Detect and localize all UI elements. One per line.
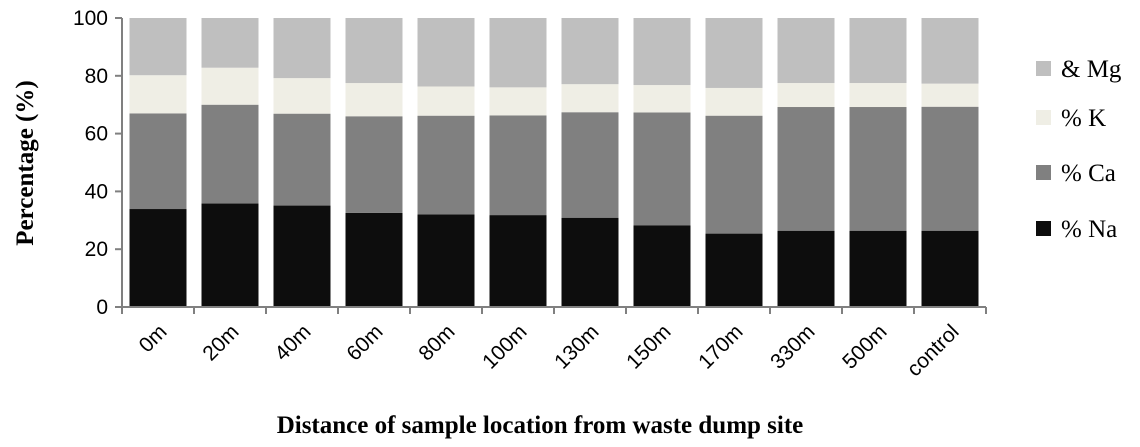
y-tick-label: 20 xyxy=(85,238,108,261)
x-tick-label: 20m xyxy=(198,320,243,365)
x-tick-label: 150m xyxy=(622,320,675,373)
bar-segment-ca-10 xyxy=(849,107,907,231)
x-tick-label: control xyxy=(903,320,964,381)
y-tick-label: 80 xyxy=(85,65,108,88)
y-axis-title: Percentage (%) xyxy=(12,80,39,245)
x-tick-label: 130m xyxy=(550,320,603,373)
bar-segment-k-6 xyxy=(561,84,619,113)
legend-swatch xyxy=(1036,165,1051,180)
bar-segment-k-1 xyxy=(201,67,259,105)
bar-segment-k-10 xyxy=(849,83,907,108)
legend-label: & Mg xyxy=(1061,56,1122,83)
bar-segment-ca-2 xyxy=(273,113,331,206)
legend-swatch xyxy=(1036,110,1051,125)
x-tick-label: 80m xyxy=(414,320,459,365)
bar-segment-ca-5 xyxy=(489,115,547,216)
bar-segment-ca-1 xyxy=(201,104,259,204)
bar-segment-k-9 xyxy=(777,83,835,108)
bar-segment-na-5 xyxy=(489,215,547,307)
x-tick-label: 100m xyxy=(478,320,531,373)
bar-segment-mg-0 xyxy=(129,18,187,76)
bar-segment-k-4 xyxy=(417,86,475,116)
x-tick-label: 0m xyxy=(135,320,172,357)
bar-segment-mg-7 xyxy=(633,18,691,86)
x-tick-label: 60m xyxy=(342,320,387,365)
x-axis-title: Distance of sample location from waste d… xyxy=(277,412,804,439)
bar-segment-na-6 xyxy=(561,217,619,307)
bar-segment-na-9 xyxy=(777,230,835,307)
bar-segment-mg-10 xyxy=(849,18,907,84)
y-tick-label: 40 xyxy=(85,180,108,203)
bar-segment-na-3 xyxy=(345,212,403,307)
x-axis: 0m 20m 40m 60m 80m 100m 130m 150m 170m 330m 500m co… xyxy=(121,306,987,381)
x-tick-label: 40m xyxy=(270,320,315,365)
bar-segment-ca-9 xyxy=(777,107,835,231)
bar-segment-k-7 xyxy=(633,85,691,113)
bar-segment-mg-3 xyxy=(345,18,403,84)
x-tick-label: 500m xyxy=(838,320,891,373)
bar-segment-ca-4 xyxy=(417,115,475,215)
bar-segment-mg-2 xyxy=(273,18,331,79)
y-tick-label: 0 xyxy=(96,296,108,319)
bar-segment-ca-3 xyxy=(345,116,403,213)
bar-segment-mg-5 xyxy=(489,18,547,88)
bar-segment-mg-11 xyxy=(921,18,979,84)
bar-segment-mg-9 xyxy=(777,18,835,84)
bar-segment-na-8 xyxy=(705,233,763,307)
bar-segment-ca-0 xyxy=(129,113,187,210)
x-tick-label: 330m xyxy=(766,320,819,373)
bar-segment-na-4 xyxy=(417,214,475,307)
bar-segment-k-3 xyxy=(345,83,403,117)
bar-segment-ca-11 xyxy=(921,106,979,231)
bar-segment-ca-7 xyxy=(633,112,691,226)
bar-segment-mg-4 xyxy=(417,18,475,87)
legend-label: % K xyxy=(1061,105,1106,132)
legend-swatch xyxy=(1036,221,1051,236)
bar-segment-k-0 xyxy=(129,75,187,114)
legend: & Mg % K % Ca % Na xyxy=(1036,56,1122,243)
bar-segment-mg-1 xyxy=(201,18,259,68)
bar-segment-k-5 xyxy=(489,87,547,116)
bar-segment-mg-6 xyxy=(561,18,619,85)
y-axis: 0 20 40 60 80 100 xyxy=(73,7,123,319)
y-tick-label: 60 xyxy=(85,123,108,146)
bar-segment-na-10 xyxy=(849,230,907,307)
y-tick-label: 100 xyxy=(73,7,108,30)
legend-swatch xyxy=(1036,61,1051,76)
bar-segment-na-7 xyxy=(633,225,691,307)
bar-segment-k-2 xyxy=(273,78,331,114)
legend-label: % Na xyxy=(1061,216,1117,243)
bar-segment-na-1 xyxy=(201,203,259,307)
bar-segment-na-11 xyxy=(921,230,979,307)
bar-segment-mg-8 xyxy=(705,18,763,88)
legend-label: % Ca xyxy=(1061,160,1116,187)
bar-segment-ca-6 xyxy=(561,112,619,218)
x-tick-label: 170m xyxy=(694,320,747,373)
bar-segment-k-11 xyxy=(921,83,979,107)
bar-segment-k-8 xyxy=(705,87,763,116)
bars-group xyxy=(129,18,979,307)
bar-segment-ca-8 xyxy=(705,115,763,234)
bar-segment-na-2 xyxy=(273,205,331,307)
bar-segment-na-0 xyxy=(129,209,187,307)
